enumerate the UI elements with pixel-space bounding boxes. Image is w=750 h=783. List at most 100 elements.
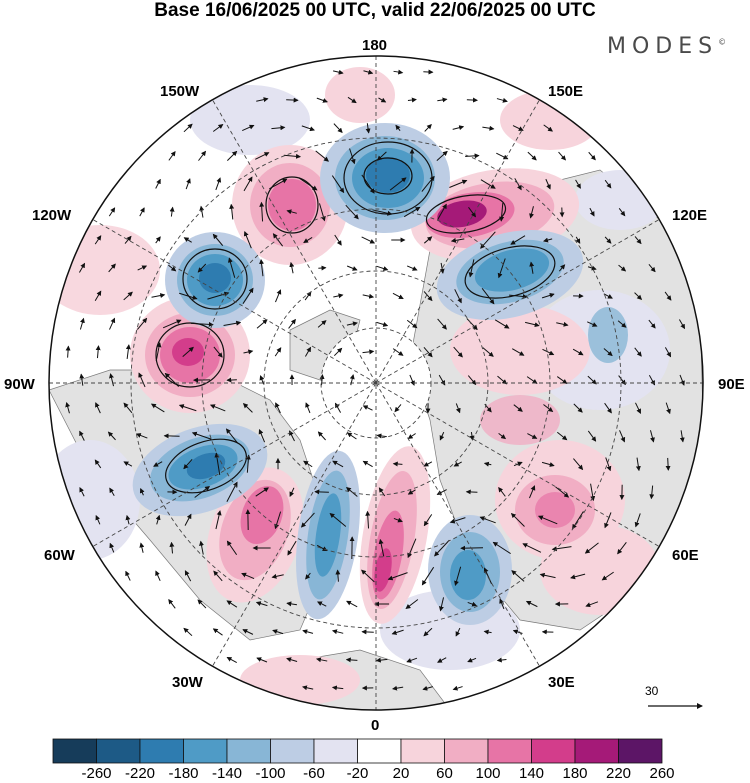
wind-arrow bbox=[298, 177, 318, 191]
wind-arrow bbox=[207, 291, 230, 300]
colorbar-swatch bbox=[139, 738, 184, 764]
wind-arrow bbox=[617, 320, 627, 328]
wind-arrow bbox=[391, 629, 404, 635]
wind-arrow bbox=[169, 206, 175, 217]
wind-arrow bbox=[94, 290, 102, 302]
colorbar-swatch bbox=[618, 738, 663, 764]
wind-arrow bbox=[361, 569, 375, 583]
wind-arrow bbox=[511, 570, 525, 582]
wind-arrow bbox=[605, 457, 612, 472]
wind-arrow bbox=[286, 657, 298, 663]
wind-arrow bbox=[455, 627, 461, 637]
wind-arrow bbox=[331, 175, 345, 194]
wind-arrow bbox=[123, 291, 133, 301]
wind-arrow bbox=[572, 348, 584, 356]
wind-arrow bbox=[275, 402, 281, 414]
wind-arrow bbox=[392, 461, 403, 467]
wind-arrow bbox=[178, 404, 197, 412]
wind-arrow bbox=[334, 402, 342, 413]
wind-arrow bbox=[227, 150, 238, 161]
wind-arrow bbox=[349, 148, 356, 165]
wind-arrow bbox=[314, 489, 329, 495]
wind-arrow bbox=[197, 599, 207, 609]
colorbar-tick-label: 220 bbox=[605, 765, 632, 782]
wind-arrow bbox=[198, 150, 207, 161]
wind-arrow bbox=[214, 452, 221, 475]
wind-arrow bbox=[406, 319, 418, 329]
wind-arrow bbox=[423, 627, 433, 637]
colorbar-tick-label: 20 bbox=[392, 765, 410, 782]
wind-arrow bbox=[316, 97, 328, 103]
wind-arrow bbox=[365, 510, 371, 529]
wind-arrow bbox=[283, 153, 301, 159]
wind-arrow bbox=[333, 123, 343, 133]
wind-arrow bbox=[226, 656, 237, 664]
wind-arrow bbox=[259, 201, 265, 222]
wind-arrow bbox=[332, 460, 344, 468]
wind-arrow bbox=[346, 486, 358, 497]
wind-arrow bbox=[332, 69, 344, 75]
wind-arrow bbox=[199, 540, 204, 555]
wind-arrow bbox=[302, 629, 314, 635]
wind-arrow bbox=[79, 317, 85, 330]
wind-arrow bbox=[572, 511, 584, 530]
wind-arrow bbox=[454, 566, 462, 587]
wind-arrow bbox=[185, 178, 191, 190]
wind-arrow bbox=[139, 542, 145, 553]
wind-arrow bbox=[151, 293, 166, 299]
wind-arrow bbox=[527, 433, 538, 439]
wind-arrow bbox=[212, 628, 223, 636]
wind-arrow bbox=[125, 570, 131, 581]
wind-arrow bbox=[407, 433, 416, 439]
wind-arrow bbox=[317, 431, 326, 441]
wind-arrow bbox=[375, 657, 388, 663]
wind-arrow bbox=[437, 97, 448, 103]
colorbar-swatch bbox=[52, 738, 97, 764]
wind-arrow bbox=[363, 69, 374, 75]
wind-arrow bbox=[392, 685, 404, 691]
wind-arrow bbox=[514, 178, 522, 191]
wind-arrow bbox=[109, 373, 115, 387]
wind-arrow bbox=[423, 461, 433, 467]
wind-arrow bbox=[150, 403, 165, 413]
wind-arrow bbox=[269, 178, 288, 190]
wind-arrow bbox=[139, 207, 145, 217]
wind-arrow bbox=[362, 293, 375, 299]
wind-arrow bbox=[618, 208, 626, 217]
colorbar-tick-label: -220 bbox=[124, 765, 156, 782]
wind-arrow bbox=[259, 375, 265, 385]
wind-arrow bbox=[556, 376, 568, 384]
wind-arrow bbox=[223, 320, 242, 327]
wind-arrow bbox=[498, 486, 506, 497]
wind-arrow bbox=[556, 431, 568, 441]
wind-arrow bbox=[465, 489, 478, 495]
wind-arrow bbox=[376, 433, 387, 439]
wind-arrow bbox=[587, 321, 598, 327]
wind-arrow bbox=[256, 97, 269, 103]
wind-arrow bbox=[436, 489, 447, 495]
wind-arrow bbox=[94, 235, 102, 245]
wind-arrow bbox=[465, 153, 480, 159]
wind-arrow bbox=[347, 96, 357, 104]
wind-arrow bbox=[319, 374, 325, 386]
wind-arrow bbox=[421, 175, 435, 192]
wind-arrow bbox=[79, 430, 85, 441]
wind-arrow bbox=[125, 514, 131, 525]
colorbar-tick-label: 100 bbox=[475, 765, 501, 782]
wind-arrow bbox=[346, 265, 358, 271]
wind-arrow bbox=[529, 206, 534, 219]
wind-arrow bbox=[601, 571, 614, 581]
wind-arrow bbox=[499, 598, 505, 610]
wind-arrow bbox=[423, 514, 433, 527]
wind-arrow bbox=[479, 516, 496, 524]
wind-arrow bbox=[543, 404, 554, 412]
wind-arrow bbox=[109, 487, 115, 497]
wind-arrow bbox=[499, 203, 505, 222]
wind-arrow bbox=[634, 292, 643, 300]
wind-arrow bbox=[575, 179, 581, 189]
wind-arrow bbox=[422, 685, 433, 691]
lon-label-0: 0 bbox=[371, 717, 380, 734]
wind-arrow bbox=[243, 176, 253, 192]
wind-arrow bbox=[318, 265, 327, 271]
lon-label-30w: 30W bbox=[172, 674, 203, 691]
